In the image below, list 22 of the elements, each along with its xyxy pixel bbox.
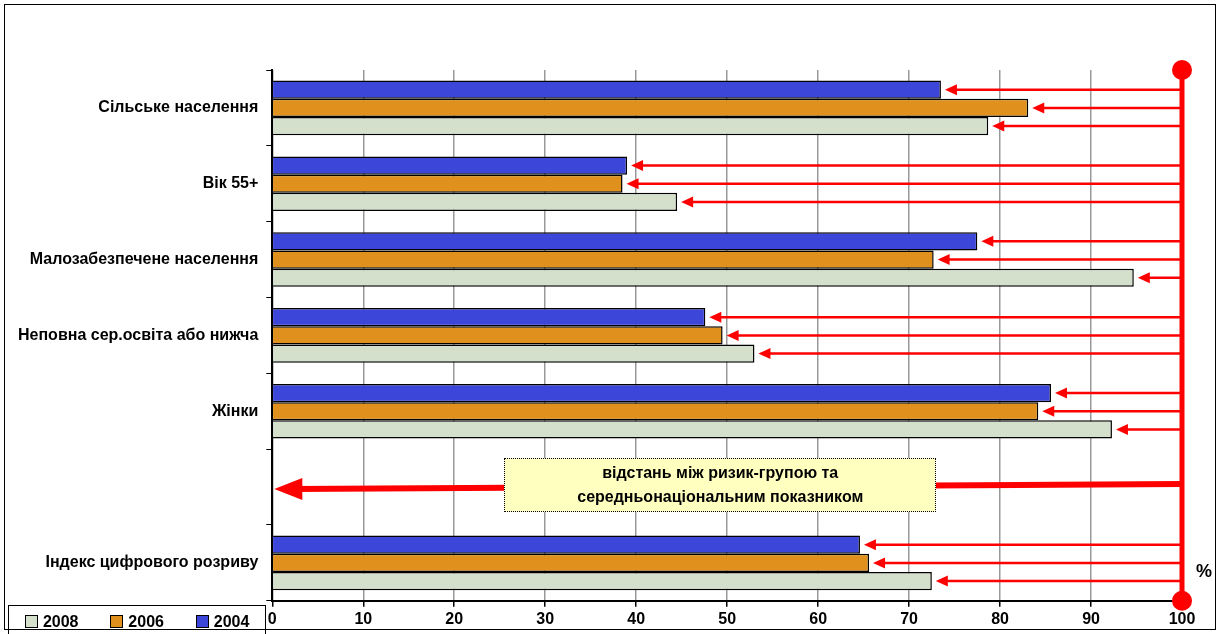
legend-label: 2008 — [41, 612, 79, 631]
x-tick-label: 30 — [536, 609, 555, 627]
y-tick-label: Індекс цифрового розриву — [45, 553, 259, 571]
x-tick-label: 0 — [267, 609, 277, 627]
y-tick-label: Вік 55+ — [202, 174, 259, 192]
x-tick-label: 100 — [1168, 609, 1196, 627]
x-tick-label: 10 — [354, 609, 373, 627]
y-tick-label: Неповна сер.освіта або нижча — [17, 325, 259, 343]
x-tick-label: 40 — [627, 609, 646, 627]
y-tick-label: Сільське населення — [98, 98, 259, 116]
legend-label: 2006 — [127, 612, 164, 631]
note-box: відстань між ризик-групою та середньонаціональним показником — [504, 458, 937, 513]
x-tick-label: 20 — [445, 609, 464, 627]
x-tick-label: 50 — [718, 609, 737, 627]
x-tick-label: 70 — [900, 609, 919, 627]
x-axis-title: % — [1196, 560, 1213, 582]
x-tick-label: 80 — [991, 609, 1010, 627]
x-tick-label: 90 — [1082, 609, 1101, 627]
x-tick-label: 60 — [809, 609, 828, 627]
legend-label: 2004 — [212, 612, 250, 631]
y-tick-label: Жінки — [210, 401, 259, 419]
y-tick-label: Малозабезпечене населення — [29, 249, 259, 267]
